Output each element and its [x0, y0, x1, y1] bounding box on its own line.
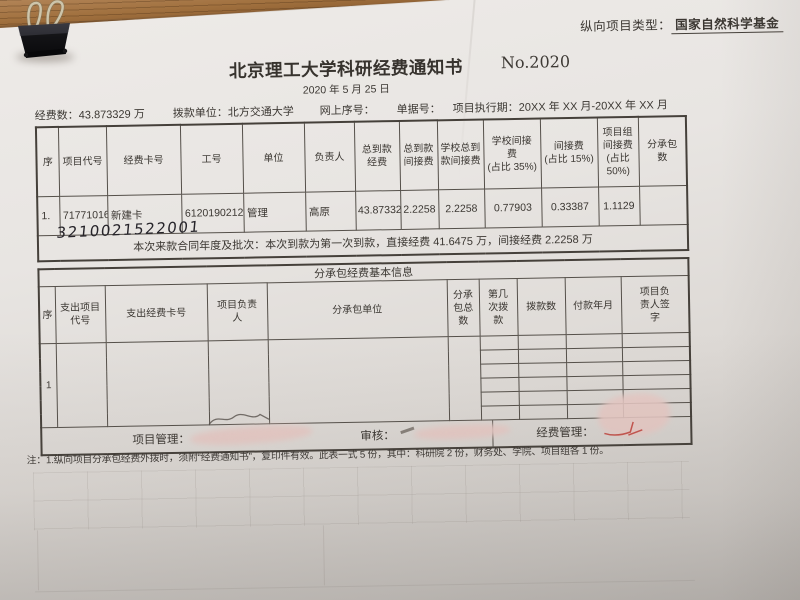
cell-indirect-15: 0.33387 — [541, 187, 599, 228]
cell — [480, 405, 520, 421]
project-type-label: 纵向项目类型： — [580, 18, 672, 34]
cell — [518, 376, 567, 392]
binder-clip — [18, 0, 70, 58]
header-cell: 单位 — [241, 122, 306, 194]
period-value: 20XX 年 XX 月-20XX 年 XX 月 — [518, 99, 668, 114]
cell — [622, 374, 691, 390]
ghost-table-lines — [36, 525, 325, 591]
cell — [622, 360, 691, 376]
cell-school-total-indirect: 2.2258 — [438, 189, 485, 229]
clip-wire-icon — [46, 0, 64, 27]
online-no-label: 网上序号： — [319, 104, 375, 118]
cell-leader-signature — [621, 332, 690, 348]
project-type-line: 纵向项目类型： 国家自然科学基金 — [580, 12, 784, 35]
header-cell: 序 — [35, 126, 60, 197]
amount-label: 经费数： — [34, 109, 79, 123]
header-cell: 支出经费卡号 — [104, 283, 208, 343]
cell-leader: 高原 — [305, 191, 356, 232]
header-cell: 支出项目 代号 — [54, 285, 106, 344]
header-cell: 项目负责 人 — [206, 282, 268, 341]
cell — [518, 404, 568, 420]
project-management-label: 项目管理： — [132, 433, 191, 447]
header-cell: 付款年月 — [564, 276, 622, 335]
header-cell: 学校间接 费 (占比 35%) — [482, 118, 542, 190]
cell — [480, 377, 519, 393]
header-cell: 项目代号 — [57, 126, 108, 197]
funds-management-label: 经费管理： — [536, 426, 594, 440]
ghost-table-lines — [32, 460, 690, 531]
cell-sub-seq: 1 — [39, 343, 58, 428]
cell — [479, 349, 519, 365]
cell-expense-card-no — [105, 340, 210, 427]
subcontract-table: 分承包经费基本信息 序 支出项目 代号 支出经费卡号 项目负责 人 分承包单位 … — [37, 256, 693, 457]
clip-wire-icon — [27, 1, 42, 29]
header-cell: 分承 包总 数 — [446, 279, 480, 337]
cell — [480, 391, 519, 407]
header-cell: 总到款 间接费 — [398, 120, 439, 191]
header-cell: 项目组 间接费 (占比 50%) — [596, 116, 640, 188]
cell-payment-round — [479, 335, 518, 351]
header-cell: 第几 次拨 款 — [478, 278, 518, 337]
doc-date: 2020 年 5 月 25 日 — [302, 83, 390, 97]
header-cell: 序 — [38, 286, 56, 344]
cell-payment-amount — [517, 334, 566, 350]
cell-subcontract-unit — [267, 336, 450, 424]
cell — [566, 375, 623, 391]
pen-squiggle-icon — [208, 413, 270, 425]
cell-total-indirect: 2.2258 — [400, 189, 439, 230]
clip-highlight — [18, 23, 70, 36]
cell — [566, 361, 623, 377]
clip-lip — [25, 48, 66, 58]
cell-payment-date — [565, 333, 622, 349]
header-cell: 分承包单位 — [266, 279, 448, 340]
doc-number: No.2020 — [500, 51, 571, 73]
signature-row: 项目管理： 审核： 经费管理： — [41, 390, 692, 456]
cell — [518, 362, 567, 378]
header-cell: 经费卡号 — [105, 124, 182, 196]
main-table-header-row: 序 项目代号 经费卡号 工号 单位 负责人 总到款 经费 总到款 间接费 学校总… — [35, 115, 688, 197]
funder-value: 北方交通大学 — [227, 105, 294, 119]
cell-group-indirect-50: 1.1129 — [598, 186, 640, 227]
clip-roll — [62, 48, 68, 54]
cell — [517, 348, 567, 364]
funder-label: 拨款单位： — [172, 106, 228, 120]
cell-unit: 管理 — [243, 192, 306, 233]
header-cell: 间接费 (占比 15%) — [539, 117, 599, 189]
header-cell: 项目负 责人签 字 — [620, 275, 690, 334]
cell-subcontract-count — [639, 185, 688, 226]
cell-subcontract-total — [447, 336, 482, 421]
header-cell: 工号 — [179, 123, 244, 195]
audit-label: 审核： — [360, 430, 395, 443]
signature-table-row: 项目管理： 审核： 经费管理： — [41, 390, 692, 456]
cell-school-indirect-35: 0.77903 — [484, 188, 542, 229]
cell — [621, 346, 691, 362]
signature-smudge — [414, 422, 511, 442]
amount-value: 43.873329 万 — [78, 108, 145, 122]
header-cell: 负责人 — [303, 121, 356, 193]
binder-clip-shadow — [16, 52, 74, 62]
receipt-no-label: 单据号： — [396, 103, 441, 117]
main-funding-table: 序 项目代号 经费卡号 工号 单位 负责人 总到款 经费 总到款 间接费 学校总… — [34, 114, 690, 263]
header-cell: 拨款数 — [516, 277, 566, 336]
clip-roll — [23, 52, 29, 58]
project-type-value: 国家自然科学基金 — [671, 16, 784, 35]
cell — [518, 390, 567, 406]
cell — [480, 363, 519, 379]
page-title: 北京理工大学科研经费通知书 — [228, 56, 464, 81]
red-mark-icon — [604, 421, 643, 436]
cell-total-funds: 43.873329 — [355, 190, 401, 231]
header-cell: 分承包 数 — [637, 115, 688, 187]
header-cell: 总到款 经费 — [353, 120, 401, 192]
pen-mark — [400, 426, 415, 434]
period-label: 项目执行期： — [452, 101, 519, 116]
cell-expense-project-code — [55, 342, 108, 428]
cell — [565, 347, 623, 363]
